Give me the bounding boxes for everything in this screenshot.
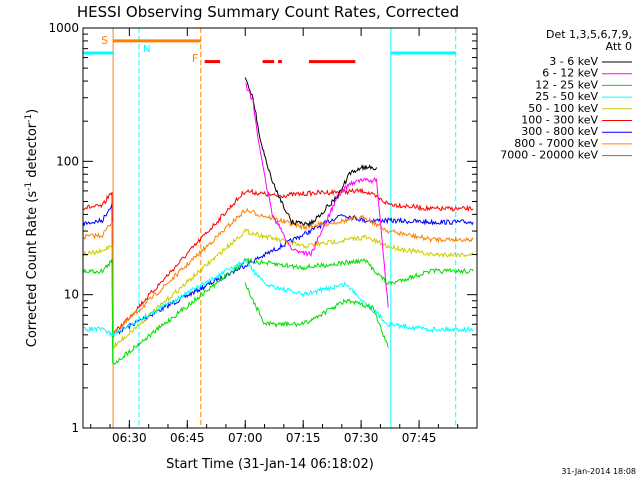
x-tick-label-2: 07:00: [228, 431, 263, 445]
x-tick-label-0: 06:30: [112, 431, 147, 445]
x-tick-label-4: 07:30: [344, 431, 379, 445]
legend-label-4: 50 - 100 keV: [528, 102, 598, 115]
y-tick-label-0: 1: [71, 421, 79, 435]
legend-label-2: 12 - 25 keV: [535, 78, 598, 91]
x-axis-label: Start Time (31-Jan-14 06:18:02): [166, 457, 374, 472]
y-axis-label-end: ): [25, 109, 40, 114]
chart-title: HESSI Observing Summary Count Rates, Cor…: [77, 3, 459, 21]
y-axis-label-main: Corrected Count Rate (s: [25, 191, 40, 348]
series-line-1: [83, 187, 474, 337]
flare-letter: F: [192, 52, 198, 65]
x-tick-label-3: 07:15: [286, 431, 321, 445]
legend-label-5: 100 - 300 keV: [521, 114, 598, 127]
legend-label-0: 3 - 6 keV: [549, 55, 598, 68]
series-line-7: [244, 77, 378, 228]
legend-header-2: Att 0: [606, 40, 632, 53]
y-tick-label-2: 100: [56, 154, 79, 168]
y-tick-label-1: 10: [64, 288, 79, 302]
timestamp-label: 31-Jan-2014 18:08: [561, 467, 636, 476]
legend-label-1: 6 - 12 keV: [542, 67, 598, 80]
series-line-8: [245, 83, 389, 308]
y-axis-label-sup2: -1: [24, 114, 34, 123]
plot-frame: [82, 27, 478, 429]
legend-label-7: 800 - 7000 keV: [514, 137, 598, 150]
x-tick-label-5: 07:45: [402, 431, 437, 445]
y-axis-label-sup1: -1: [24, 182, 34, 191]
y-axis-label-mid: detector: [25, 122, 40, 182]
saa-letter: S: [101, 34, 108, 47]
legend-label-6: 300 - 800 keV: [521, 125, 598, 138]
y-axis-label: Corrected Count Rate (s-1 detector-1): [24, 109, 40, 347]
legend-header-1: Det 1,3,5,6,7,9,: [546, 28, 632, 41]
series-line-3: [83, 228, 474, 350]
legend-label-8: 7000 - 20000 keV: [500, 149, 598, 162]
night-letter: N: [143, 44, 150, 55]
series-line-6: [244, 282, 389, 348]
series-line-4: [83, 257, 474, 365]
x-tick-label-1: 06:45: [170, 431, 205, 445]
series-line-5: [83, 259, 474, 338]
series-line-2: [83, 207, 474, 338]
y-tick-label-3: 1000: [48, 21, 79, 35]
legend-label-3: 25 - 50 keV: [535, 90, 598, 103]
